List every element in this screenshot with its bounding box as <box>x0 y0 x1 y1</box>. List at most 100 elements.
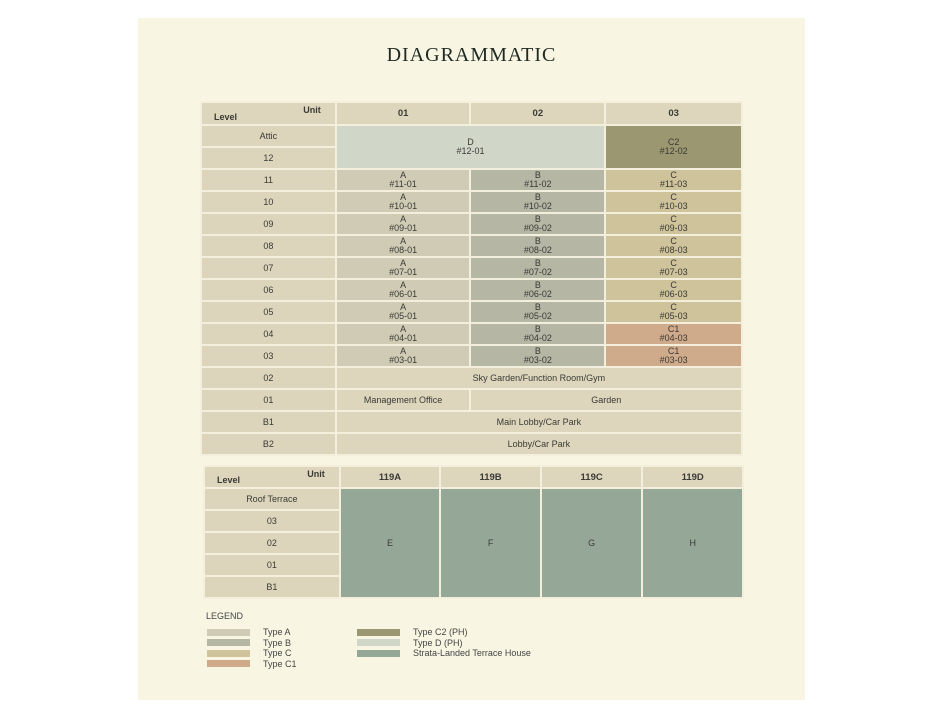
unit-number: #09-03 <box>659 223 688 233</box>
unit-type: A <box>400 236 407 246</box>
legend-label: Type A <box>263 627 291 637</box>
level-cell: 06 <box>202 280 335 300</box>
table-row: 01 Management Office Garden <box>202 390 741 410</box>
legend-swatch <box>207 639 250 646</box>
unit-number: #04-02 <box>523 333 552 343</box>
level-cell: 03 <box>202 346 335 366</box>
unit-number: #04-03 <box>659 333 688 343</box>
unit-number: #03-02 <box>523 355 552 365</box>
unit-cell: A #07-01 <box>336 258 470 278</box>
unit-type: B <box>534 346 541 356</box>
level-cell: 12 <box>202 148 335 168</box>
legend-item: Type C2 (PH) <box>357 627 468 637</box>
unit-number: #04-01 <box>389 333 418 343</box>
table-row: 03 <box>205 511 742 531</box>
unit-cell: A #06-01 <box>336 280 470 300</box>
legend-label: Strata-Landed Terrace House <box>413 648 531 658</box>
unit-cell: A #10-01 <box>336 192 470 212</box>
unit-type: C <box>670 170 677 180</box>
unit-cell: C1 #04-03 <box>606 324 741 344</box>
unit-type: A <box>400 346 407 356</box>
unit-number: #05-01 <box>389 311 418 321</box>
unit-type: C <box>670 280 677 290</box>
terrace-house-table: Unit Level 119A 119B 119C 119D Roof Terrace E F G… <box>203 465 744 599</box>
level-cell: 03 <box>205 511 339 531</box>
unit-number: #07-03 <box>659 267 688 277</box>
table-row: 12 <box>202 148 741 168</box>
unit-cell: B #08-02 <box>471 236 605 256</box>
unit-number: #11-03 <box>659 179 688 189</box>
terrace-house-cell: F <box>441 489 540 597</box>
unit-type: A <box>400 214 407 224</box>
table-row: 05 A #05-01 B #05-02 C #05-03 <box>202 302 741 322</box>
unit-cell: C2 #12-02 <box>606 126 741 168</box>
unit-type: A <box>400 302 407 312</box>
unit-label: Unit <box>307 469 325 479</box>
unit-cell: A #11-01 <box>336 170 470 190</box>
unit-number: #07-01 <box>389 267 418 277</box>
level-cell: 10 <box>202 192 335 212</box>
unit-number: #03-03 <box>659 355 688 365</box>
legend-heading: LEGEND <box>206 611 244 621</box>
unit-type: C <box>670 192 677 202</box>
unit-cell: C #08-03 <box>606 236 741 256</box>
level-cell: 01 <box>205 555 339 575</box>
level-cell: 02 <box>202 368 335 388</box>
legend: LEGEND <box>206 611 243 627</box>
unit-type: D <box>467 137 474 147</box>
table-row: 04 A #04-01 B #04-02 C1 #04-03 <box>202 324 741 344</box>
level-cell: Attic <box>202 126 335 146</box>
unit-cell: C #06-03 <box>606 280 741 300</box>
level-cell: 08 <box>202 236 335 256</box>
unit-type: C2 <box>667 137 680 147</box>
legend-item: Type B <box>207 638 291 648</box>
unit-number: #12-01 <box>456 146 485 156</box>
legend-item: Type C <box>207 648 292 658</box>
level-cell: B1 <box>202 412 335 432</box>
unit-cell: C #09-03 <box>606 214 741 234</box>
table-row: 08 A #08-01 B #08-02 C #08-03 <box>202 236 741 256</box>
unit-cell: B #09-02 <box>471 214 605 234</box>
unit-level-corner: Unit Level <box>202 103 335 124</box>
legend-swatch <box>207 649 250 657</box>
legend-swatch <box>357 649 400 657</box>
unit-number: #07-02 <box>523 267 552 277</box>
level-cell: 04 <box>202 324 335 344</box>
legend-label: Type C2 (PH) <box>413 627 468 637</box>
column-header: 119C <box>541 467 642 487</box>
unit-cell: C #07-03 <box>606 258 741 278</box>
unit-cell: B #06-02 <box>471 280 605 300</box>
unit-cell: B #05-02 <box>471 302 605 322</box>
unit-cell: C #10-03 <box>606 192 741 212</box>
table-row: 01 <box>205 555 742 575</box>
column-header: 01 <box>336 103 470 124</box>
common-area-cell: Garden <box>471 390 741 410</box>
legend-label: Type C <box>263 648 292 658</box>
unit-type: A <box>400 258 407 268</box>
unit-type: B <box>534 214 541 224</box>
legend-label: Type D (PH) <box>413 637 463 648</box>
table-row: 06 A #06-01 B #06-02 C #06-03 <box>202 280 741 300</box>
unit-number: #03-01 <box>389 355 418 365</box>
table-row: B1 Main Lobby/Car Park <box>202 412 741 432</box>
legend-label: Type C1 <box>263 658 297 669</box>
unit-cell: A #09-01 <box>336 214 470 234</box>
unit-type: C <box>670 236 677 246</box>
header-row: Unit Level 01 02 03 <box>202 103 741 124</box>
unit-cell: A #03-01 <box>336 346 470 366</box>
level-cell: Roof Terrace <box>205 489 339 509</box>
unit-type: B <box>534 324 541 334</box>
unit-cell: B #03-02 <box>471 346 605 366</box>
unit-type: B <box>534 302 541 312</box>
level-cell: B1 <box>205 577 339 597</box>
unit-cell: D #12-01 <box>336 126 605 168</box>
column-header: 119A <box>340 467 440 487</box>
unit-type: C1 <box>667 346 680 356</box>
unit-number: #10-01 <box>389 201 418 211</box>
table-row: 11 A #11-01 B #11-02 C #11-03 <box>202 170 741 190</box>
table-row: B1 <box>205 577 742 597</box>
level-cell: 05 <box>202 302 335 322</box>
common-area-cell: Sky Garden/Function Room/Gym <box>336 368 741 388</box>
unit-type: B <box>534 258 541 268</box>
table-row: 03 A #03-01 B #03-02 C1 #03-03 <box>202 346 741 366</box>
